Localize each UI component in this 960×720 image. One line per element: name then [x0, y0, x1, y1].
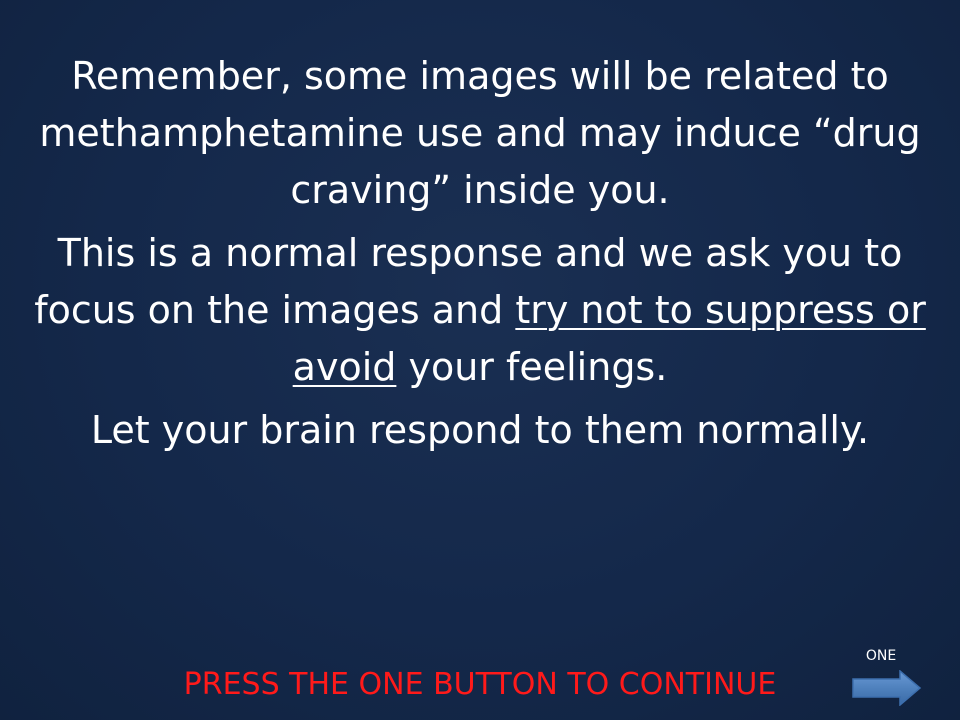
paragraph-reminder: Remember, some images will be related to…	[39, 54, 921, 212]
instructions-text: Remember, some images will be related to…	[20, 48, 940, 465]
paragraph-normal-response: This is a normal response and we ask you…	[20, 225, 940, 396]
next-button[interactable]: ONE	[848, 644, 924, 708]
paragraph-normal-response-start: This is a normal response and we ask you…	[34, 231, 903, 332]
continue-instruction: PRESS THE ONE BUTTON TO CONTINUE	[183, 667, 777, 702]
paragraph-normal-response-end: your feelings.	[396, 345, 668, 389]
arrow-right-icon	[852, 670, 922, 706]
emphasis-underlined: try not to suppress or avoid	[292, 288, 926, 389]
next-button-label: ONE	[865, 648, 897, 664]
paragraph-let-brain-respond: Let your brain respond to them normally.	[90, 408, 870, 452]
